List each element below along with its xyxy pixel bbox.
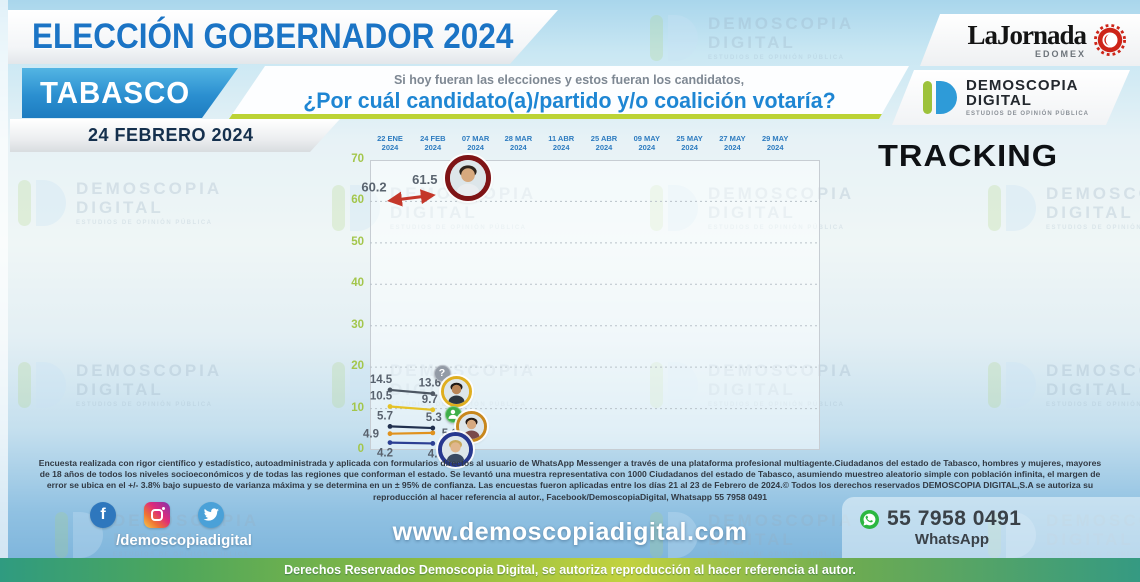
- survey-date: 24 FEBRERO 2024: [88, 125, 254, 145]
- demoscopia-name-2: DIGITAL: [965, 92, 1032, 110]
- x-axis-date-0: 22 ENE 2024: [377, 134, 403, 153]
- y-axis-tick-0: 0: [357, 443, 364, 455]
- candidate-photo-darkred-ring: [445, 155, 491, 201]
- tracking-line-chart: 60.261.514.513.610.59.75.75.34.95.14.24.…: [361, 172, 820, 460]
- x-axis-date-5: 25 ABR 2024: [590, 134, 618, 153]
- demoscopia-d-icon: [923, 81, 957, 114]
- whatsapp-icon: [860, 509, 879, 529]
- y-axis-tick-30: 30: [351, 318, 364, 331]
- y-axis-tick-20: 20: [351, 360, 364, 373]
- y-axis-tick-50: 50: [351, 235, 364, 248]
- y-axis-tick-10: 10: [351, 401, 364, 414]
- svg-text:61.5: 61.5: [412, 172, 437, 187]
- svg-text:4.2: 4.2: [377, 448, 393, 460]
- candidate-photo-yellow-ring: [440, 375, 472, 407]
- y-axis-tick-70: 70: [351, 153, 364, 165]
- svg-text:10.5: 10.5: [370, 391, 393, 403]
- page-title: ELECCIÓN GOBERNADOR 2024: [32, 17, 514, 56]
- tracking-title: TRACKING: [878, 138, 1059, 173]
- lajornada-logo-banner: LaJornada EDOMEX: [920, 14, 1140, 66]
- whatsapp-panel: [842, 497, 1140, 560]
- whatsapp-number: 55 7958 0491: [887, 507, 1022, 530]
- social-icons-row: f: [90, 502, 224, 528]
- svg-text:4.9: 4.9: [363, 429, 379, 441]
- facebook-icon[interactable]: f: [90, 502, 116, 528]
- title-banner: ELECCIÓN GOBERNADOR 2024: [8, 10, 558, 64]
- methodology-note: Encuesta realizada con rigor científico …: [38, 458, 1102, 502]
- x-axis-date-8: 27 MAY 2024: [719, 134, 746, 153]
- whatsapp-label: WhatsApp: [914, 531, 990, 548]
- question-intro: Si hoy fueran las elecciones y estos fue…: [393, 73, 745, 87]
- svg-text:14.5: 14.5: [370, 374, 393, 386]
- demoscopia-logo-banner: DEMOSCOPIA DIGITAL ESTUDIOS DE OPINIÓN P…: [882, 70, 1130, 125]
- lajornada-logo: LaJornada: [967, 19, 1087, 50]
- lajornada-region: EDOMEX: [1034, 48, 1086, 59]
- svg-text:5.7: 5.7: [377, 410, 393, 422]
- question-banner: Si hoy fueran las elecciones y estos fue…: [229, 66, 909, 119]
- svg-text:13.6: 13.6: [419, 378, 441, 390]
- y-axis-tick-40: 40: [351, 277, 364, 290]
- demoscopia-tagline: ESTUDIOS DE OPINIÓN PÚBLICA: [965, 111, 1089, 118]
- left-edge-highlight: [0, 0, 8, 558]
- x-axis-date-6: 09 MAY 2024: [633, 134, 660, 153]
- x-axis-date-3: 28 MAR 2024: [504, 134, 533, 153]
- date-banner: 24 FEBRERO 2024: [10, 119, 340, 152]
- svg-text:60.2: 60.2: [361, 180, 386, 195]
- whatsapp-contact[interactable]: 55 7958 0491: [860, 507, 1021, 531]
- copyright-text: Derechos Reservados Demoscopia Digital, …: [284, 563, 856, 577]
- x-axis-date-9: 29 MAY 2024: [761, 134, 789, 153]
- lajornada-gear-icon: [1094, 24, 1126, 56]
- green-underline: [229, 114, 909, 119]
- instagram-icon[interactable]: [144, 502, 170, 528]
- social-handle[interactable]: /demoscopiadigital: [116, 532, 252, 549]
- svg-text:9.7: 9.7: [422, 394, 438, 406]
- x-axis-date-4: 11 ABR 2024: [548, 134, 575, 153]
- y-axis-tick-60: 60: [351, 194, 364, 207]
- state-banner: TABASCO: [22, 68, 238, 118]
- question-main: ¿Por cuál candidato(a)/partido y/o coali…: [302, 88, 836, 113]
- copyright-bar: Derechos Reservados Demoscopia Digital, …: [0, 558, 1140, 582]
- x-axis-date-7: 25 MAY 2024: [676, 134, 703, 153]
- question-mark-gray-circle: ?: [433, 364, 451, 382]
- candidate-photo-navy-ring: [437, 431, 473, 467]
- svg-text:5.3: 5.3: [426, 412, 442, 424]
- x-axis-date-2: 07 MAR 2024: [461, 134, 490, 153]
- state-name: TABASCO: [40, 75, 191, 110]
- demoscopia-name-1: DEMOSCOPIA: [965, 76, 1079, 94]
- x-axis-date-1: 24 FEB 2024: [420, 134, 446, 153]
- website-url[interactable]: www.demoscopiadigital.com: [392, 518, 748, 546]
- twitter-icon[interactable]: [198, 502, 224, 528]
